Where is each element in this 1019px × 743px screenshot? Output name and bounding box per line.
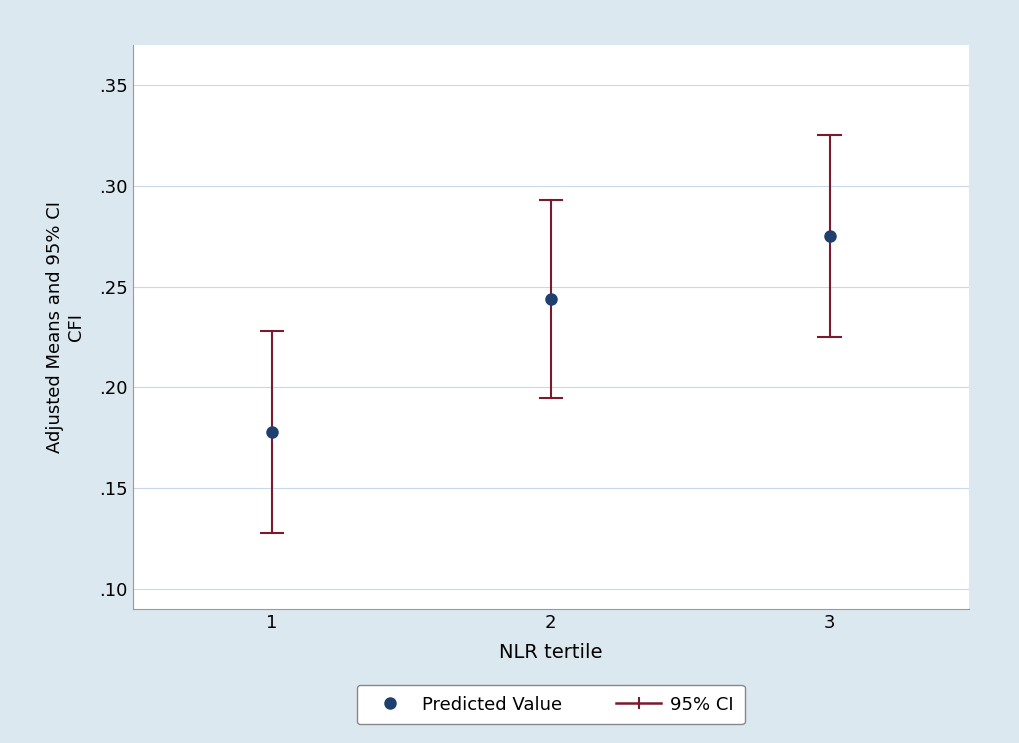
Legend: Predicted Value, 95% CI: Predicted Value, 95% CI	[357, 685, 744, 724]
X-axis label: NLR tertile: NLR tertile	[498, 643, 602, 662]
Y-axis label: Adjusted Means and 95% CI
CFI: Adjusted Means and 95% CI CFI	[46, 201, 85, 453]
